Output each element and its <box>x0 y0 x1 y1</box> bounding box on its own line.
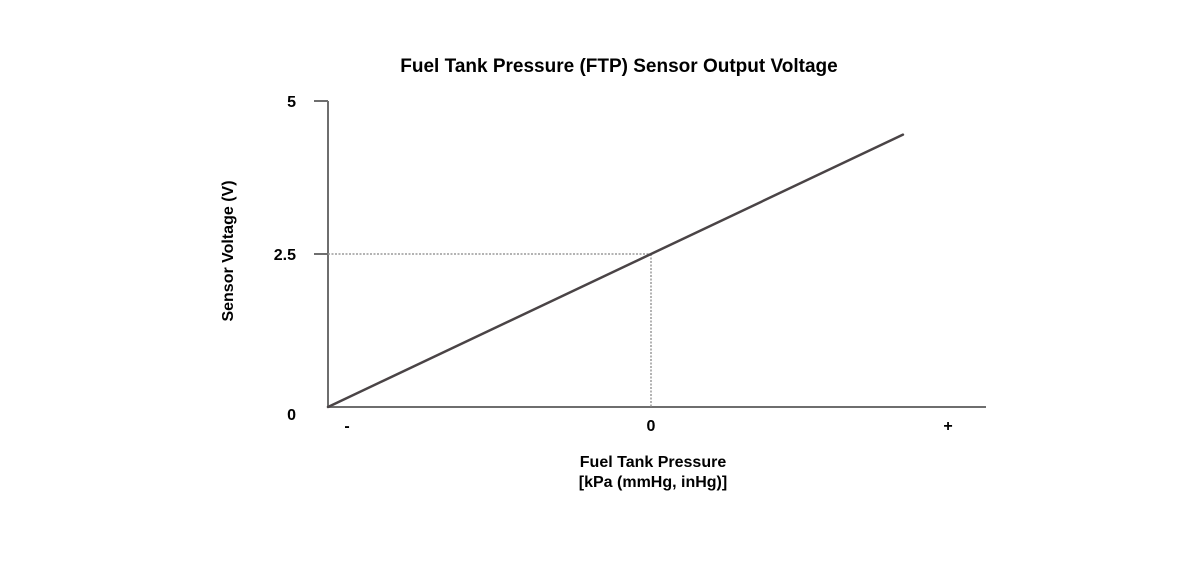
series-layer <box>326 133 905 409</box>
chart-title: Fuel Tank Pressure (FTP) Sensor Output V… <box>400 56 837 77</box>
series-line <box>326 133 905 409</box>
reference-guides <box>328 253 652 407</box>
x-tick-label: 0 <box>647 418 656 435</box>
y-tick-label: 5 <box>287 94 296 111</box>
x-axis-label-line-1: Fuel Tank Pressure <box>580 454 727 471</box>
x-tick-label: - <box>344 418 349 435</box>
x-tick-label: + <box>943 418 952 435</box>
x-axis-label-line-2: [kPa (mmHg, inHg)] <box>579 474 727 491</box>
tick-labels: 0 2.5 5 - 0 + <box>274 94 953 435</box>
y-tick-label: 0 <box>287 407 296 424</box>
y-axis-label: Sensor Voltage (V) <box>220 180 237 321</box>
y-tick-label: 2.5 <box>274 247 296 264</box>
